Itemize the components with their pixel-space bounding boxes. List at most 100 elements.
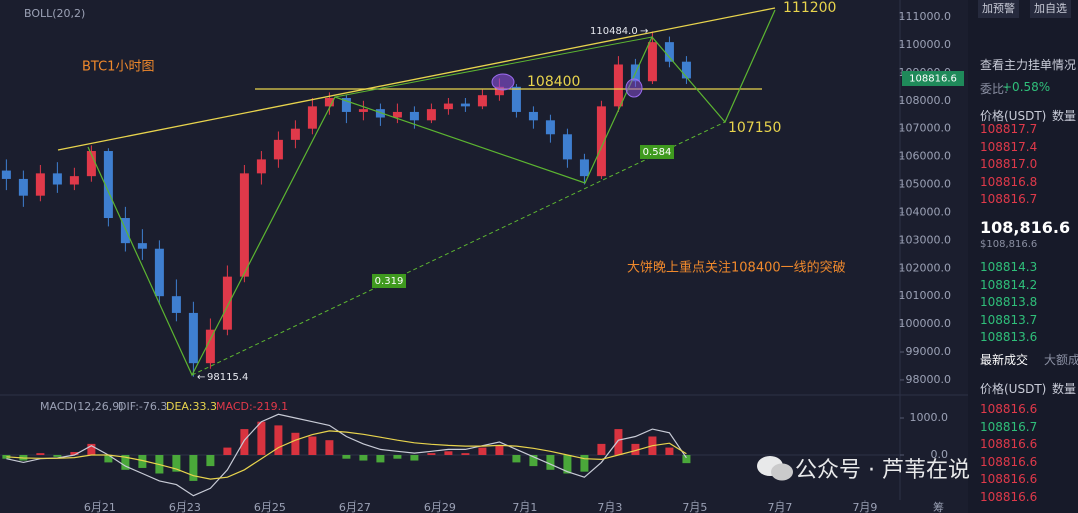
macd-bar (189, 454, 198, 481)
order-panel: 加预警 加自选 查看主力挂单情况 委比: +0.58% 价格(USDT) 数量 108817.… (968, 0, 1078, 513)
y-tick-label: 102000.0 (899, 261, 952, 274)
fib-label: 0.584 (643, 147, 672, 158)
macd-bar (580, 454, 589, 472)
candle-body (511, 86, 521, 112)
macd-bar (427, 453, 436, 455)
watermark-text: 公众号 · 芦苇在说 (795, 458, 970, 483)
y-tick-label: 111000.0 (899, 10, 952, 23)
price-tag-bg (902, 71, 964, 86)
macd-bar (2, 454, 11, 459)
ask-price: 108817.0 (980, 157, 1038, 171)
chart-bg (0, 0, 968, 513)
candle-body (171, 296, 181, 313)
x-tick-label: 6月23 (169, 501, 201, 513)
bid-price: 108814.2 (980, 277, 1038, 292)
low-arrow: ← (197, 372, 205, 383)
mark-circle (491, 73, 515, 91)
macd-bar (478, 447, 487, 455)
trade-price: 108816.6 (980, 437, 1038, 451)
candle-body (477, 95, 487, 107)
y-tick-label: 100000.0 (899, 317, 952, 330)
x-tick-label: 6月21 (84, 501, 116, 513)
annotation-note: 大饼晚上重点关注108400一线的突破 (627, 260, 846, 276)
candle-body (579, 159, 589, 177)
macd-bar (138, 454, 147, 468)
macd-bar (631, 443, 640, 455)
footer-label: 筹 (933, 500, 944, 513)
header: 价格(USDT) (980, 109, 1047, 123)
macd-bar (410, 454, 419, 461)
macd-bar (257, 421, 266, 455)
candle-body (545, 120, 555, 135)
macd-bar (665, 447, 674, 455)
candle-body (409, 111, 419, 121)
candle-body (222, 276, 232, 330)
macd-bar (529, 454, 538, 467)
y-tick-label: 99000.0 (906, 345, 952, 358)
dif-label: DIF:-76.3 (118, 400, 167, 413)
low-label: 98115.4 (207, 372, 248, 383)
x-tick-label: 7月3 (597, 501, 622, 513)
fib-box (372, 274, 406, 288)
ask-price: 108817.7 (980, 122, 1038, 136)
y-tick-label: 106000.0 (899, 150, 952, 163)
candle-body (324, 97, 334, 107)
macd-dea (6, 430, 687, 480)
candle-body (1, 170, 11, 179)
x-tick-label: 7月1 (512, 501, 537, 513)
tab[interactable]: 最新成交 (980, 353, 1029, 367)
x-tick-label: 7月5 (682, 501, 707, 513)
macd-bar (359, 454, 368, 461)
y-tick-label: 101000.0 (899, 289, 952, 302)
candle-body (426, 109, 436, 121)
x-tick-label: 7月7 (767, 501, 792, 513)
wechat-icon (757, 456, 793, 481)
candle-body (528, 111, 538, 121)
wave-line (334, 36, 653, 98)
candle-body (664, 42, 674, 62)
trend-line (57, 7, 776, 151)
macd-bar (563, 454, 572, 474)
candle-body (392, 111, 402, 118)
macd-bar (104, 454, 113, 463)
trade-price: 108816.6 (980, 402, 1038, 416)
macd-bar (597, 443, 606, 455)
candle-body (273, 139, 283, 160)
candle-body (120, 218, 130, 244)
ask-price: 108817.4 (980, 139, 1038, 154)
y-tick-label: 110000.0 (899, 38, 952, 51)
candle-body (681, 61, 691, 79)
macd-bar (206, 454, 215, 467)
macd-bar (512, 454, 521, 463)
button[interactable]: 加预警 (978, 0, 1019, 18)
ask-price: 108816.8 (980, 174, 1038, 189)
candle-body (205, 329, 215, 364)
candle-body (647, 42, 657, 82)
last-usd: $108,816.6 (980, 239, 1038, 250)
button[interactable]: 加自选 (1030, 0, 1071, 18)
ratio-label: 委比: (980, 82, 1009, 96)
candle-body (290, 128, 300, 140)
trade-header: 数量 (1052, 382, 1077, 396)
candle-body (35, 173, 45, 196)
x-tick-label: 6月29 (424, 501, 456, 513)
macd-bar (393, 454, 402, 459)
macd-bar (495, 445, 504, 455)
fib-dashed (191, 121, 726, 376)
tab[interactable]: 大额成 (1044, 353, 1078, 367)
level-label: 111200 (783, 0, 836, 16)
level-label: 108400 (527, 74, 580, 90)
macd-dif (6, 413, 687, 497)
candle-body (341, 97, 351, 112)
dea-label: DEA:33.3 (166, 400, 217, 413)
candle-body (375, 109, 385, 118)
indicator-label: BOLL(20,2) (24, 7, 85, 20)
macd-bar (308, 436, 317, 455)
high-arrow: → (640, 26, 648, 37)
macd-bar (291, 432, 300, 455)
y-tick-label: 98000.0 (906, 373, 952, 386)
macd-bar (121, 454, 130, 470)
last-price: 108,816.6 (980, 218, 1071, 237)
candle-body (307, 106, 317, 129)
macd-bar (274, 425, 283, 455)
